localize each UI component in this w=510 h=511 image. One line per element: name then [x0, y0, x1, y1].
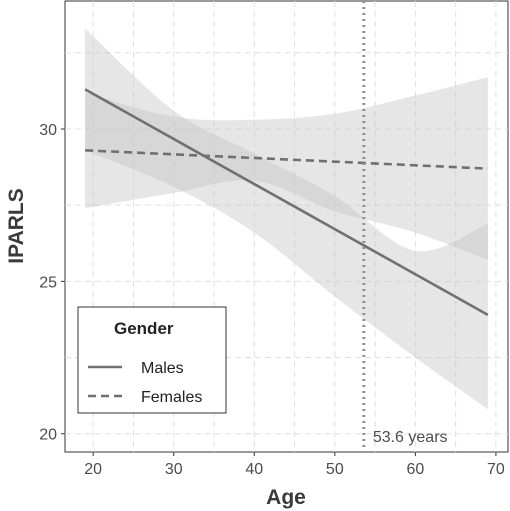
x-tick-label: 50 — [326, 461, 344, 478]
fit-line-females — [85, 149, 488, 170]
ci-ribbon-males — [85, 28, 488, 410]
y-tick-label: 20 — [39, 427, 57, 444]
reference-line-label: 53.6 years — [373, 429, 448, 446]
reference-line-group: 53.6 years — [362, 1, 448, 452]
x-tick-label: 30 — [165, 461, 183, 478]
confidence-ribbons — [85, 28, 488, 410]
ci-ribbon-females — [85, 77, 488, 260]
y-tick-label: 30 — [39, 122, 57, 139]
y-axis-title: IPARLS — [5, 188, 28, 263]
x-axis-title: Age — [266, 486, 306, 509]
axis-ticks: 20 30 40 50 60 70 20 25 30 — [39, 122, 505, 478]
y-tick-label: 25 — [39, 274, 57, 291]
x-tick-label: 70 — [487, 461, 505, 478]
x-tick-label: 40 — [245, 461, 263, 478]
legend-label-males: Males — [141, 360, 184, 377]
x-tick-label: 20 — [84, 461, 102, 478]
legend-label-females: Females — [141, 389, 202, 406]
x-tick-label: 60 — [406, 461, 424, 478]
legend-title: Gender — [114, 319, 174, 338]
fit-line-males — [84, 88, 489, 317]
regression-lines — [84, 88, 489, 317]
legend: Gender Males Females — [77, 306, 227, 414]
